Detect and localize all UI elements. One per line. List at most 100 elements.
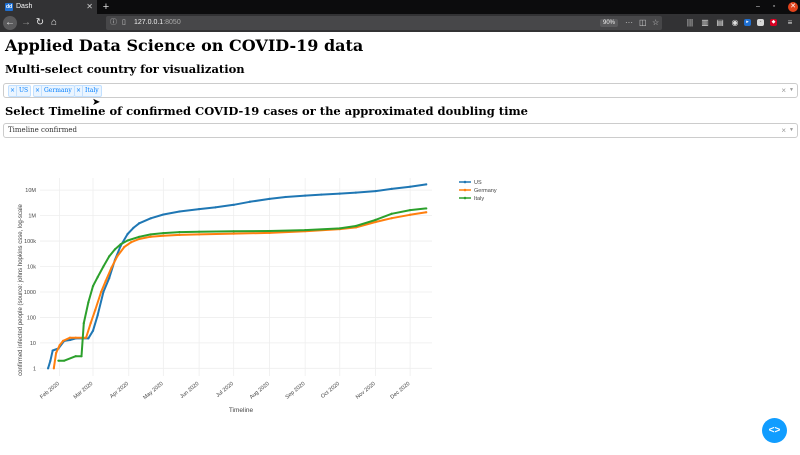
- site-info-icon[interactable]: ⓘ: [110, 19, 117, 26]
- x-tick-label: Oct 2020: [320, 381, 341, 400]
- minimize-button[interactable]: –: [756, 3, 760, 10]
- series-point-italy: [149, 233, 152, 236]
- clear-all-icon[interactable]: ×: [781, 86, 786, 95]
- page-actions-icon[interactable]: ···: [625, 18, 633, 27]
- y-tick-label: 10: [30, 341, 36, 347]
- library-icon[interactable]: |||: [686, 18, 694, 27]
- series-point-us: [268, 197, 271, 200]
- zoom-badge[interactable]: 90%: [600, 19, 619, 27]
- x-tick-label: Dec 2020: [389, 381, 411, 401]
- series-point-us: [374, 189, 377, 193]
- sidebar-icon[interactable]: ▥: [701, 18, 709, 27]
- chip-remove-icon[interactable]: ×: [75, 86, 83, 96]
- series-point-germany: [178, 233, 181, 236]
- y-axis-ticks: 1 10 100 1000 10k 100k 1M 10M: [24, 188, 37, 372]
- legend-label-us: US: [474, 180, 482, 186]
- reader-icon[interactable]: ▤: [716, 18, 724, 27]
- chart-legend[interactable]: US Germany Italy: [459, 180, 497, 202]
- series-point-germany: [149, 235, 152, 238]
- series-point-italy: [102, 265, 105, 268]
- home-button[interactable]: ⌂: [50, 17, 58, 28]
- address-bar[interactable]: ⓘ ▯ 127.0.0.1:8050 90% ··· ◫ ☆: [106, 16, 662, 30]
- series-point-germany: [89, 321, 92, 325]
- url-text: 127.0.0.1:8050: [134, 19, 181, 26]
- series-line-italy: [58, 207, 427, 362]
- browser-tab[interactable]: dd Dash ✕: [0, 0, 97, 14]
- series-point-us: [162, 213, 165, 216]
- country-chip[interactable]: × Germany: [33, 85, 75, 97]
- series-point-us: [46, 367, 50, 370]
- window-close-button[interactable]: ✕: [788, 2, 798, 12]
- chart-grid: [40, 178, 432, 376]
- browser-navigation-bar: ← → ↻ ⌂ ⓘ ▯ 127.0.0.1:8050 90% ··· ◫ ☆ |…: [0, 14, 800, 32]
- series-point-italy: [354, 224, 358, 228]
- series-point-us: [138, 222, 141, 225]
- forward-button[interactable]: →: [21, 17, 31, 28]
- series-point-italy: [87, 300, 90, 304]
- bookmark-star-icon[interactable]: ☆: [652, 18, 660, 27]
- timeline-dropdown[interactable]: Timeline confirmed × ▼: [3, 123, 798, 138]
- series-point-us: [248, 200, 251, 203]
- y-tick-label: 100k: [24, 239, 36, 245]
- clear-icon[interactable]: ×: [781, 126, 786, 135]
- series-point-germany: [61, 339, 65, 342]
- series-point-germany: [129, 241, 133, 244]
- x-tick-label: Aug 2020: [249, 381, 271, 401]
- extension-blue-icon[interactable]: ▸: [744, 19, 751, 26]
- series-point-us: [320, 193, 323, 196]
- back-button[interactable]: ←: [3, 16, 17, 30]
- legend-marker-italy: [463, 196, 467, 200]
- series-point-us: [390, 187, 393, 190]
- series-point-germany: [268, 231, 271, 234]
- extension-red-icon[interactable]: ◆: [770, 19, 777, 26]
- series-point-us: [102, 290, 105, 294]
- series-point-italy: [57, 359, 60, 362]
- series-point-italy: [232, 230, 235, 233]
- chevron-down-icon[interactable]: ▼: [789, 87, 794, 93]
- chip-remove-icon[interactable]: ×: [9, 86, 17, 96]
- timeline-selected-value: Timeline confirmed: [8, 126, 77, 134]
- series-point-us: [126, 232, 129, 236]
- series-point-germany: [123, 245, 126, 249]
- series-point-italy: [338, 227, 341, 230]
- reload-button[interactable]: ↻: [35, 17, 45, 28]
- dash-debug-button[interactable]: <>: [762, 418, 787, 443]
- menu-icon[interactable]: ≡: [787, 18, 793, 27]
- series-point-us: [91, 329, 95, 332]
- country-multiselect[interactable]: × US × Germany × Italy × ▼: [3, 83, 798, 98]
- covid-chart[interactable]: 1 10 100 1000 10k 100k 1M 10M Feb 2020 Mar 2020 A…: [0, 150, 800, 425]
- series-point-germany: [138, 237, 141, 241]
- page-title: Applied Data Science on COVID-19 data: [5, 36, 364, 55]
- chart-series: [46, 183, 428, 370]
- series-point-germany: [85, 336, 88, 339]
- series-point-germany: [104, 279, 107, 283]
- series-point-us: [68, 338, 72, 342]
- series-point-germany: [374, 220, 377, 224]
- series-point-italy: [425, 207, 428, 210]
- series-point-us: [108, 277, 111, 280]
- pocket-icon[interactable]: ◫: [639, 18, 647, 27]
- series-point-italy: [113, 248, 117, 251]
- chip-remove-icon[interactable]: ×: [34, 86, 42, 96]
- series-point-germany: [162, 234, 165, 237]
- x-tick-label: Jul 2020: [215, 381, 235, 399]
- chevron-down-icon[interactable]: ▼: [789, 127, 794, 133]
- new-tab-button[interactable]: +: [102, 1, 110, 13]
- country-chip[interactable]: × US: [8, 85, 32, 97]
- series-point-us: [232, 203, 235, 206]
- extension-grey-icon[interactable]: ◦: [757, 19, 764, 26]
- maximize-button[interactable]: ▫: [772, 3, 776, 10]
- series-point-us: [408, 185, 412, 188]
- series-point-germany: [68, 336, 72, 339]
- tab-close-icon[interactable]: ✕: [86, 2, 93, 11]
- country-chip[interactable]: × Italy: [74, 85, 102, 97]
- x-tick-label: Feb 2020: [39, 381, 61, 401]
- x-axis-title: Timeline: [229, 407, 254, 414]
- series-point-italy: [74, 355, 77, 358]
- page-icon: ▯: [122, 19, 126, 26]
- account-icon[interactable]: ◉: [731, 18, 739, 27]
- series-point-italy: [119, 243, 122, 246]
- y-tick-label: 10M: [25, 188, 36, 194]
- series-point-germany: [74, 336, 77, 339]
- series-point-italy: [96, 276, 99, 279]
